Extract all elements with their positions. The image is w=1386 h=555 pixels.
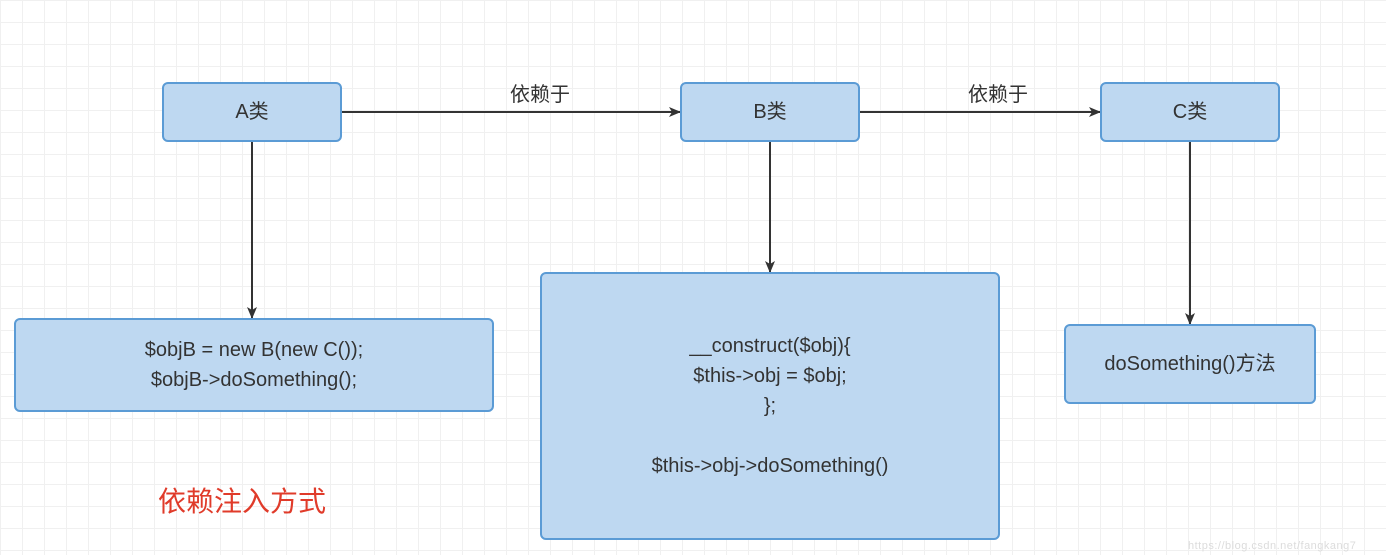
node-Acode: $objB = new B(new C());$objB->doSomethin… [14,318,494,412]
node-Bcode-line: __construct($obj){ [689,331,850,361]
node-Bcode-line: $this->obj->doSomething() [652,451,889,481]
node-Acode-line: $objB->doSomething(); [151,365,357,395]
edge-label-B-C: 依赖于 [968,78,1028,107]
node-Bcode-line [767,421,773,451]
node-C: C类 [1100,82,1280,142]
node-Bcode: __construct($obj){$this->obj = $obj;}; $… [540,272,1000,540]
node-B-line: B类 [753,97,786,127]
node-B: B类 [680,82,860,142]
edge-label-A-B: 依赖于 [510,78,570,107]
node-Ccode: doSomething()方法 [1064,324,1316,404]
node-Bcode-line: }; [764,391,776,421]
watermark-text: https://blog.csdn.net/fangkang7 [1188,540,1356,552]
node-Ccode-line: doSomething()方法 [1104,349,1275,379]
node-C-line: C类 [1173,97,1207,127]
diagram-title: 依赖注入方式 [158,480,326,520]
node-A-line: A类 [235,97,268,127]
node-Bcode-line: $this->obj = $obj; [693,361,846,391]
node-Acode-line: $objB = new B(new C()); [145,335,363,365]
node-A: A类 [162,82,342,142]
